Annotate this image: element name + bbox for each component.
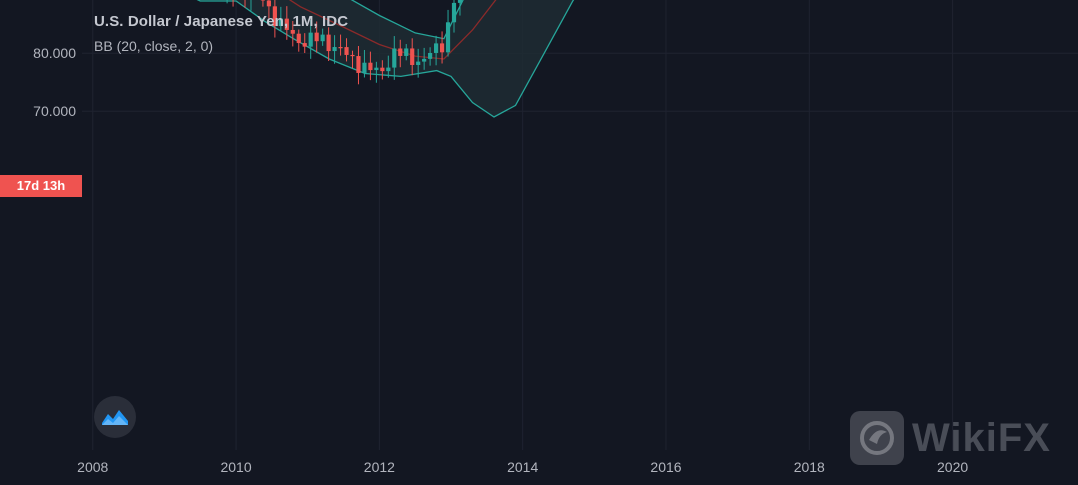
candle-body xyxy=(356,56,361,73)
candle-body xyxy=(266,0,271,7)
candle-body xyxy=(439,43,445,53)
wikifx-watermark: WikiFX xyxy=(850,408,1051,468)
x-tick-label: 2020 xyxy=(937,459,968,475)
tradingview-logo[interactable] xyxy=(94,396,136,438)
x-tick-label: 2010 xyxy=(220,459,251,475)
candle-body xyxy=(350,54,355,57)
candle-body xyxy=(380,67,385,72)
candle-body xyxy=(314,32,319,42)
wikifx-logo-icon xyxy=(850,411,904,465)
candle-body xyxy=(386,67,391,72)
x-tick-label: 2016 xyxy=(650,459,681,475)
candle-body xyxy=(416,61,421,65)
candle-body xyxy=(368,62,373,71)
wikifx-text: WikiFX xyxy=(912,415,1051,460)
candle-body xyxy=(457,0,463,3)
x-tick-label: 2008 xyxy=(77,459,108,475)
y-tick-label: 80.000 xyxy=(33,45,76,61)
candle-body xyxy=(428,52,433,59)
candle-body xyxy=(290,29,295,34)
candle-body xyxy=(434,43,439,53)
candle-body xyxy=(272,6,277,27)
y-tick-label: 90.000 xyxy=(33,0,76,3)
candle-body xyxy=(445,22,451,53)
candle-body xyxy=(338,47,343,49)
chart-title: U.S. Dollar / Japanese Yen, 1M, IDC xyxy=(94,13,349,30)
candle-body xyxy=(362,62,367,73)
candle-body xyxy=(451,2,457,23)
candle-body xyxy=(374,67,379,71)
candle-body xyxy=(326,34,331,52)
candle-body xyxy=(278,18,283,27)
candle-body xyxy=(332,47,337,52)
indicator-legend[interactable]: BB (20, close, 2, 0) xyxy=(94,38,214,54)
candle-body xyxy=(284,18,289,30)
y-tick-label: 70.000 xyxy=(33,103,76,119)
candle-body xyxy=(398,48,403,56)
candle-body xyxy=(344,47,349,55)
candle-body xyxy=(422,58,427,62)
candle-body xyxy=(308,32,313,47)
candle-body xyxy=(392,48,397,68)
countdown-label: 17d 13h xyxy=(0,175,82,197)
candle-body xyxy=(302,43,307,47)
bollinger-fill xyxy=(198,0,574,117)
candle-body xyxy=(296,33,301,44)
logo-icon xyxy=(102,410,128,425)
x-tick-label: 2014 xyxy=(507,459,538,475)
candle-body xyxy=(404,48,409,56)
candle-body xyxy=(320,34,325,42)
candle-body xyxy=(410,48,415,65)
x-tick-label: 2018 xyxy=(794,459,825,475)
bollinger-lower-line xyxy=(196,0,575,118)
x-tick-label: 2012 xyxy=(364,459,395,475)
